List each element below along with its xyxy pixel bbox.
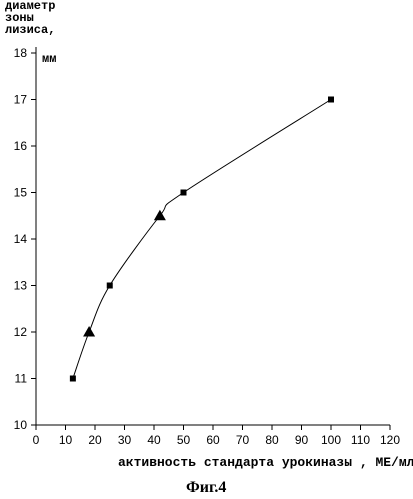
y-tick-label: 12 bbox=[14, 325, 28, 339]
x-tick-label: 90 bbox=[295, 433, 309, 447]
triangle-marker bbox=[83, 326, 95, 337]
fitted-curve bbox=[73, 100, 331, 379]
y-tick-label: 11 bbox=[15, 372, 28, 386]
square-marker bbox=[70, 376, 76, 382]
x-tick-label: 100 bbox=[321, 433, 341, 447]
x-tick-label: 30 bbox=[118, 433, 132, 447]
x-ticks: 0 10 20 30 40 50 60 70 80 90 100 110 120 bbox=[33, 425, 401, 447]
figure-caption: Фиг.4 bbox=[186, 479, 226, 497]
square-marker bbox=[328, 97, 334, 103]
x-tick-label: 50 bbox=[177, 433, 191, 447]
y-tick-label: 18 bbox=[14, 46, 28, 60]
x-axis-label: активность стандарта урокиназы , МЕ/мл bbox=[118, 455, 413, 470]
x-tick-label: 40 bbox=[147, 433, 161, 447]
y-axis-label: диаметр зоны лизиса, bbox=[5, 0, 55, 36]
x-tick-label: 10 bbox=[59, 433, 73, 447]
y-tick-label: 14 bbox=[14, 232, 28, 246]
y-axis-unit: мм bbox=[42, 52, 56, 66]
x-tick-label: 80 bbox=[265, 433, 279, 447]
x-tick-label: 120 bbox=[380, 433, 400, 447]
y-tick-label: 16 bbox=[14, 139, 28, 153]
x-tick-label: 20 bbox=[88, 433, 102, 447]
y-axis-label-line-3: лизиса, bbox=[5, 24, 55, 36]
x-tick-label: 60 bbox=[206, 433, 220, 447]
axes bbox=[36, 47, 390, 425]
x-tick-label: 70 bbox=[236, 433, 250, 447]
y-tick-label: 13 bbox=[14, 279, 28, 293]
y-tick-label: 17 bbox=[14, 93, 28, 107]
x-tick-label: 0 bbox=[33, 433, 40, 447]
x-tick-label: 110 bbox=[351, 433, 370, 447]
y-tick-label: 10 bbox=[14, 418, 28, 432]
square-marker bbox=[181, 190, 187, 196]
y-tick-label: 15 bbox=[14, 186, 28, 200]
triangle-marker bbox=[154, 210, 166, 221]
y-ticks: 10 11 12 13 14 15 16 17 18 bbox=[14, 46, 36, 432]
data-markers bbox=[70, 97, 334, 382]
square-marker bbox=[107, 283, 113, 289]
